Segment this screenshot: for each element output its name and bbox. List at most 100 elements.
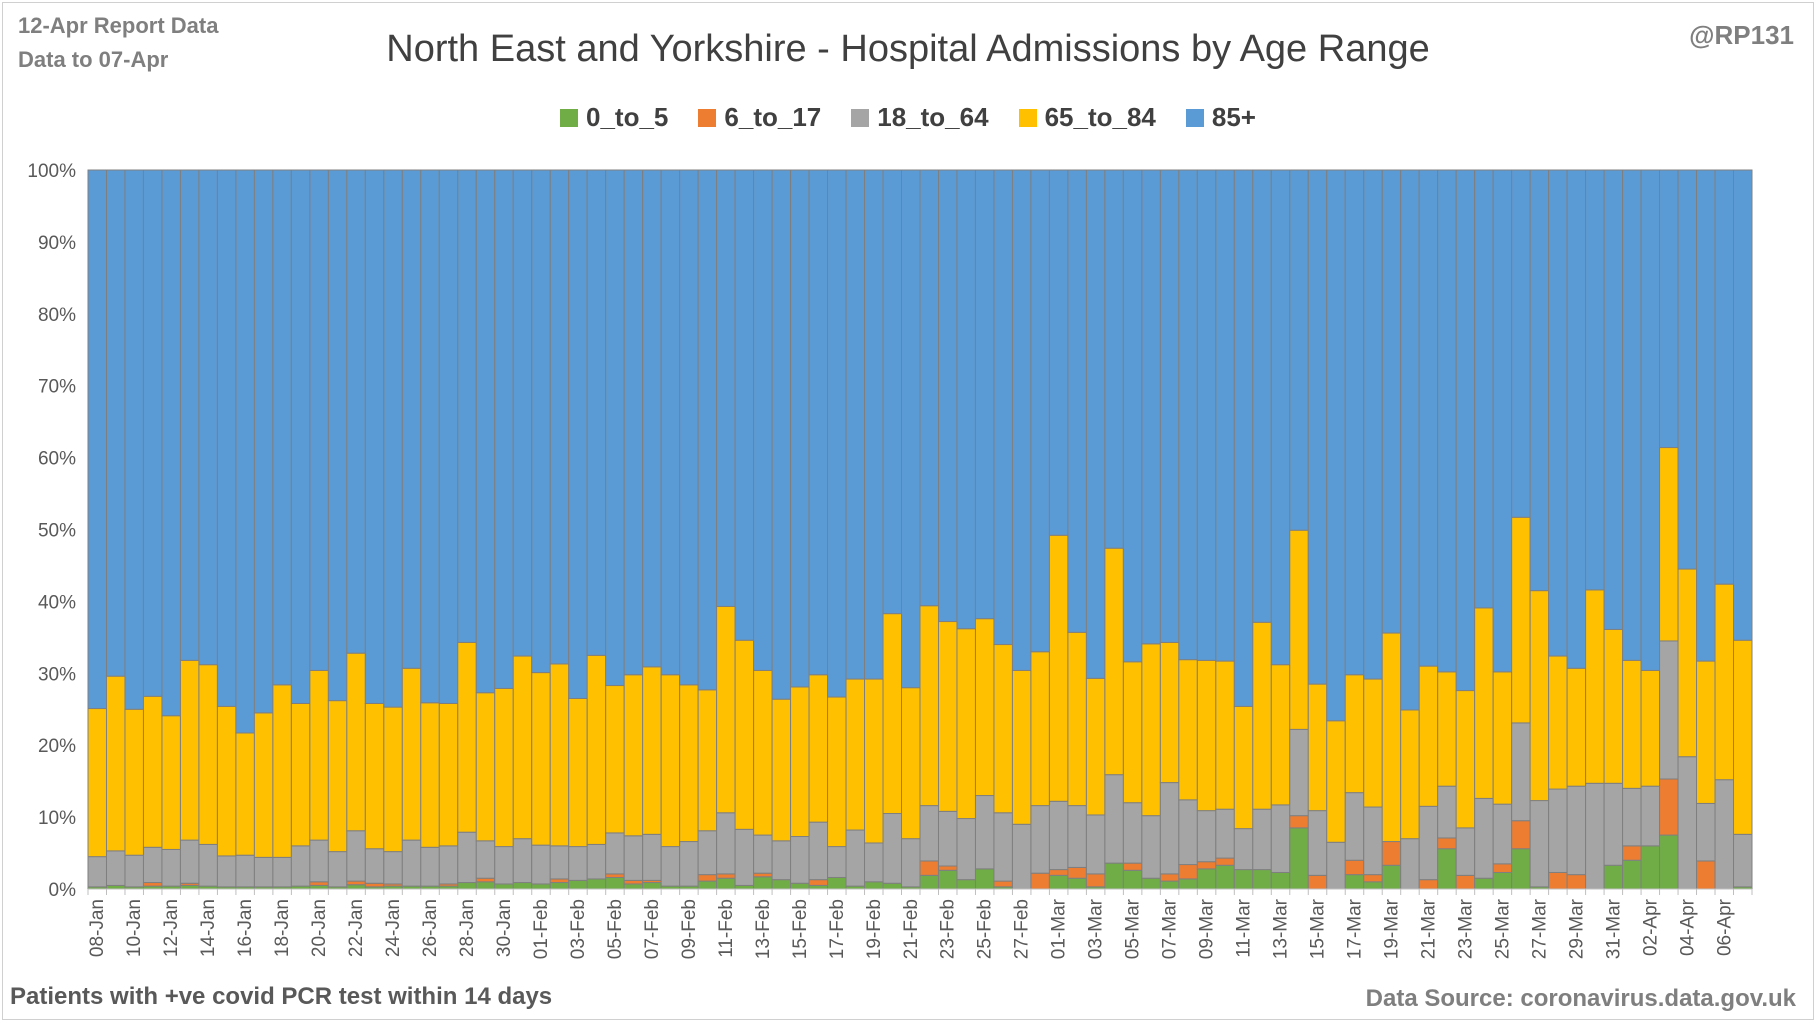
x-tick-label: 21-Feb [901,899,922,959]
bar-0-to-5 [346,884,366,890]
bar-65-to-84 [1603,628,1624,784]
legend-swatch-65-to-84 [1018,108,1037,127]
y-tick-label: 0% [49,880,77,901]
bar-85plus [1418,169,1439,667]
bar-0-to-5 [605,876,625,890]
bar-85plus [216,169,237,707]
bar-6-to-17 [1215,857,1235,866]
bar-18-to-64 [716,812,736,875]
bar-6-to-17 [1696,860,1716,890]
bar-65-to-84 [623,674,644,837]
bar-18-to-64 [401,839,422,887]
bar-18-to-64 [327,851,348,888]
bar-85plus [105,169,126,677]
x-tick-label: 03-Feb [568,899,589,959]
bar-0-to-5 [1048,874,1069,890]
bar-6-to-17 [1622,845,1642,861]
x-tick-label: 01-Feb [531,899,552,959]
bar-0-to-5 [1622,859,1642,890]
bar-18-to-64 [808,821,829,881]
bar-0-to-5 [1104,862,1124,890]
bar-85plus [401,169,422,669]
bar-65-to-84 [1566,667,1587,787]
bar-6-to-17 [716,873,736,879]
bar-65-to-84 [105,675,126,852]
bar-85plus [1677,169,1698,570]
bar-65-to-84 [401,667,422,841]
bar-65-to-84 [1418,665,1439,807]
bar-0-to-5 [1122,869,1143,890]
bar-65-to-84 [1585,589,1605,784]
bar-6-to-17 [1418,879,1439,890]
bar-18-to-64 [1344,792,1365,861]
bar-65-to-84 [1714,583,1735,781]
bar-85plus [494,169,514,689]
bar-85plus [1289,169,1309,531]
bar-18-to-64 [827,846,847,878]
bar-65-to-84 [586,654,607,845]
x-tick-label: 05-Mar [1123,898,1144,959]
bar-18-to-64 [494,846,514,885]
bar-18-to-64 [753,834,773,874]
x-tick-label: 14-Jan [198,899,219,957]
x-tick-label: 02-Apr [1640,898,1661,956]
bar-85plus [179,169,200,661]
bar-65-to-84 [327,700,348,853]
bar-0-to-5 [864,881,884,890]
bar-65-to-84 [1104,547,1124,776]
chart-title: North East and Yorkshire - Hospital Admi… [386,28,1430,70]
bar-0-to-5 [1252,869,1272,890]
bar-0-to-5 [734,884,755,890]
bar-18-to-64 [1141,815,1161,879]
bar-85plus [290,169,311,704]
x-tick-label: 04-Apr [1677,898,1698,956]
bar-18-to-64 [475,840,496,879]
x-tick-label: 16-Jan [235,899,256,957]
bar-65-to-84 [161,715,181,850]
bar-85plus [827,169,847,698]
x-tick-label: 29-Mar [1566,898,1587,959]
bar-18-to-64 [309,839,329,883]
bar-65-to-84 [142,695,163,848]
bar-85plus [1270,169,1291,666]
bar-18-to-64 [993,812,1013,882]
bar-65-to-84 [937,621,958,812]
bar-18-to-64 [697,830,718,876]
bar-0-to-5 [1289,827,1309,890]
x-tick-label: 30-Jan [494,899,515,957]
bar-18-to-64 [1252,808,1272,871]
bar-65-to-84 [290,702,311,847]
bar-6-to-17 [623,879,644,885]
bar-85plus [845,169,866,680]
bar-0-to-5 [827,876,847,890]
bar-18-to-64 [1233,828,1254,871]
bar-0-to-5 [956,879,976,890]
bar-85plus [956,169,976,630]
bar-6-to-17 [1548,871,1568,890]
bar-0-to-5 [937,869,958,890]
bar-18-to-64 [1566,785,1587,876]
bar-6-to-17 [808,879,829,886]
bar-6-to-17 [1085,873,1106,888]
bar-65-to-84 [642,666,662,835]
bar-18-to-64 [179,839,200,884]
bar-18-to-64 [974,795,995,870]
bar-85plus [1233,169,1254,707]
bar-65-to-84 [216,705,237,857]
bar-65-to-84 [1048,534,1069,802]
bar-0-to-5 [790,882,810,890]
bar-18-to-64 [1511,722,1531,822]
bar-85plus [1437,169,1457,673]
bar-85plus [1344,169,1365,676]
bar-0-to-5 [642,882,662,890]
legend-item-0-to-5: 0_to_5 [560,102,668,133]
bar-65-to-84 [531,672,551,846]
bar-18-to-64 [1585,782,1605,890]
legend-swatch-0-to-5 [560,108,579,127]
bar-18-to-64 [1733,833,1753,888]
bar-0-to-5 [697,880,718,890]
bar-65-to-84 [790,686,810,838]
bar-6-to-17 [1659,778,1679,836]
bars-group [87,169,1753,890]
bar-18-to-64 [512,838,533,884]
